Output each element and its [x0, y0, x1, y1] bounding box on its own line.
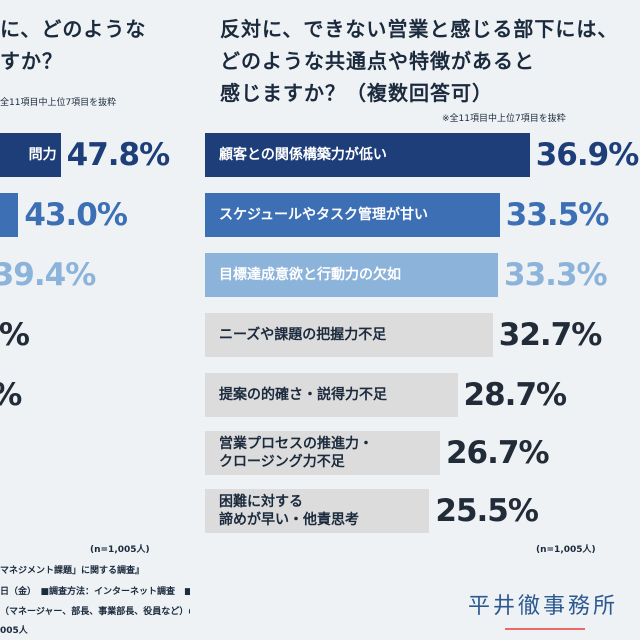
left-question-line-1: に、どのような	[0, 17, 147, 41]
left-value-label-4: 4.2%	[0, 317, 30, 353]
right-value-label-7: 25.5%	[435, 493, 539, 529]
right-note: ※全11項目中上位7項目を抜粋	[442, 114, 566, 124]
right-bar-label-1: 顧客との関係構築力が低い	[219, 147, 387, 163]
left-bar-1	[0, 133, 61, 177]
right-value-label-4: 32.7%	[498, 317, 603, 353]
right-value-label-3: 33.3%	[504, 257, 608, 293]
footer-line-3: （マネージャー、部長、事業部長、役員など）の営業と回答したモニター	[0, 607, 190, 617]
left-bar-label-1: 問力	[28, 147, 57, 163]
left-panel: に、どのような すか？ 全11項目中上位7項目を抜粋 問力 47.8% 43.0% 3…	[0, 0, 190, 640]
left-value-label-1: 47.8%	[66, 137, 171, 173]
right-bar-label-5: 提案の的確さ・説得力不足	[219, 387, 387, 403]
footer-line-4: 005人	[0, 626, 28, 636]
left-value-label-3: 39.4%	[0, 257, 96, 293]
company-logo: 平井徹事務所	[468, 594, 619, 619]
left-bar-2	[0, 193, 19, 237]
right-panel: 反対に、できない営業と感じる部下には、 どのような共通点や特徴があると 感じます…	[205, 0, 640, 640]
right-bar-5	[205, 373, 458, 417]
right-question-line-1: 反対に、できない営業と感じる部下には、	[220, 17, 619, 41]
right-bar-1	[205, 133, 530, 177]
logo-underline	[505, 628, 585, 630]
right-bar-6	[205, 431, 440, 475]
right-bar-label-7: 困難に対する 諦めが早い・他責思考	[219, 494, 359, 528]
right-bar-label-6: 営業プロセスの推進力・ クロージング力不足	[219, 436, 373, 470]
right-question-line-2: どのような共通点や特徴があると	[220, 49, 535, 73]
footer-line-1: マネジメント課題」に関する調査』	[0, 566, 145, 576]
right-bar-7	[205, 489, 430, 533]
right-value-label-2: 33.5%	[505, 197, 610, 233]
right-bar-label-2: スケジュールやタスク管理が甘い	[219, 207, 429, 223]
right-bar-label-3: 目標達成意欲と行動力の欠如	[219, 267, 401, 283]
right-value-label-5: 28.7%	[463, 377, 568, 413]
right-bar-3	[205, 253, 499, 297]
right-value-label-6: 26.7%	[445, 435, 550, 471]
footer-line-2: 日（金） ■調査方法：インターネット調査 ■調査元：平井徹事務所	[0, 587, 190, 597]
left-note: 全11項目中上位7項目を抜粋	[0, 98, 117, 108]
right-question-line-3: 感じますか？（複数回答可）	[220, 81, 493, 105]
right-bar-2	[205, 193, 500, 237]
right-bar-4	[205, 313, 493, 357]
right-bar-label-4: ニーズや課題の把握力不足	[219, 327, 387, 343]
left-sample-size: (n=1,005人)	[90, 545, 150, 555]
left-question-line-2: すか？	[0, 49, 63, 73]
left-value-label-2: 43.0%	[24, 197, 128, 233]
right-sample-size: (n=1,005人)	[536, 545, 596, 555]
right-value-label-1: 36.9%	[535, 137, 640, 173]
left-value-label-5: 31.0%	[0, 373, 22, 417]
